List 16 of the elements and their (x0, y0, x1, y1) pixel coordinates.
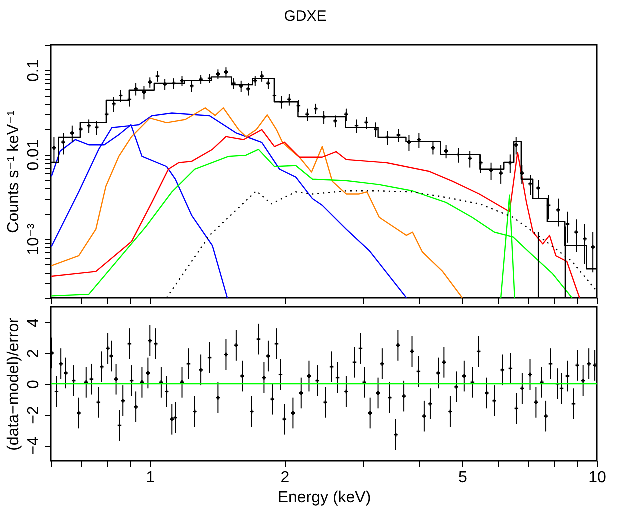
y-tick-label: −2 (26, 406, 42, 424)
x-tick-label: 10 (588, 470, 606, 486)
y-tick-label: −4 (26, 436, 42, 456)
x-tick-label: 2 (280, 470, 290, 486)
y-axis-title: Counts s⁻¹ keV⁻¹ (6, 110, 22, 234)
x-tick-label: 5 (458, 470, 468, 486)
y-tick-label: 0.01 (26, 140, 42, 171)
y-tick-label: 10⁻³ (26, 223, 42, 256)
x-axis-title: Energy (keV) (278, 490, 372, 506)
chart-title: GDXE (284, 8, 327, 25)
y-tick-label: 4 (26, 318, 42, 328)
y-axis-title: (data−model)/error (6, 317, 22, 451)
y-tick-label: 0 (26, 380, 42, 389)
y-tick-label: 2 (26, 349, 42, 358)
y-tick-label: 0.1 (26, 60, 42, 82)
x-tick-label: 1 (146, 470, 156, 486)
